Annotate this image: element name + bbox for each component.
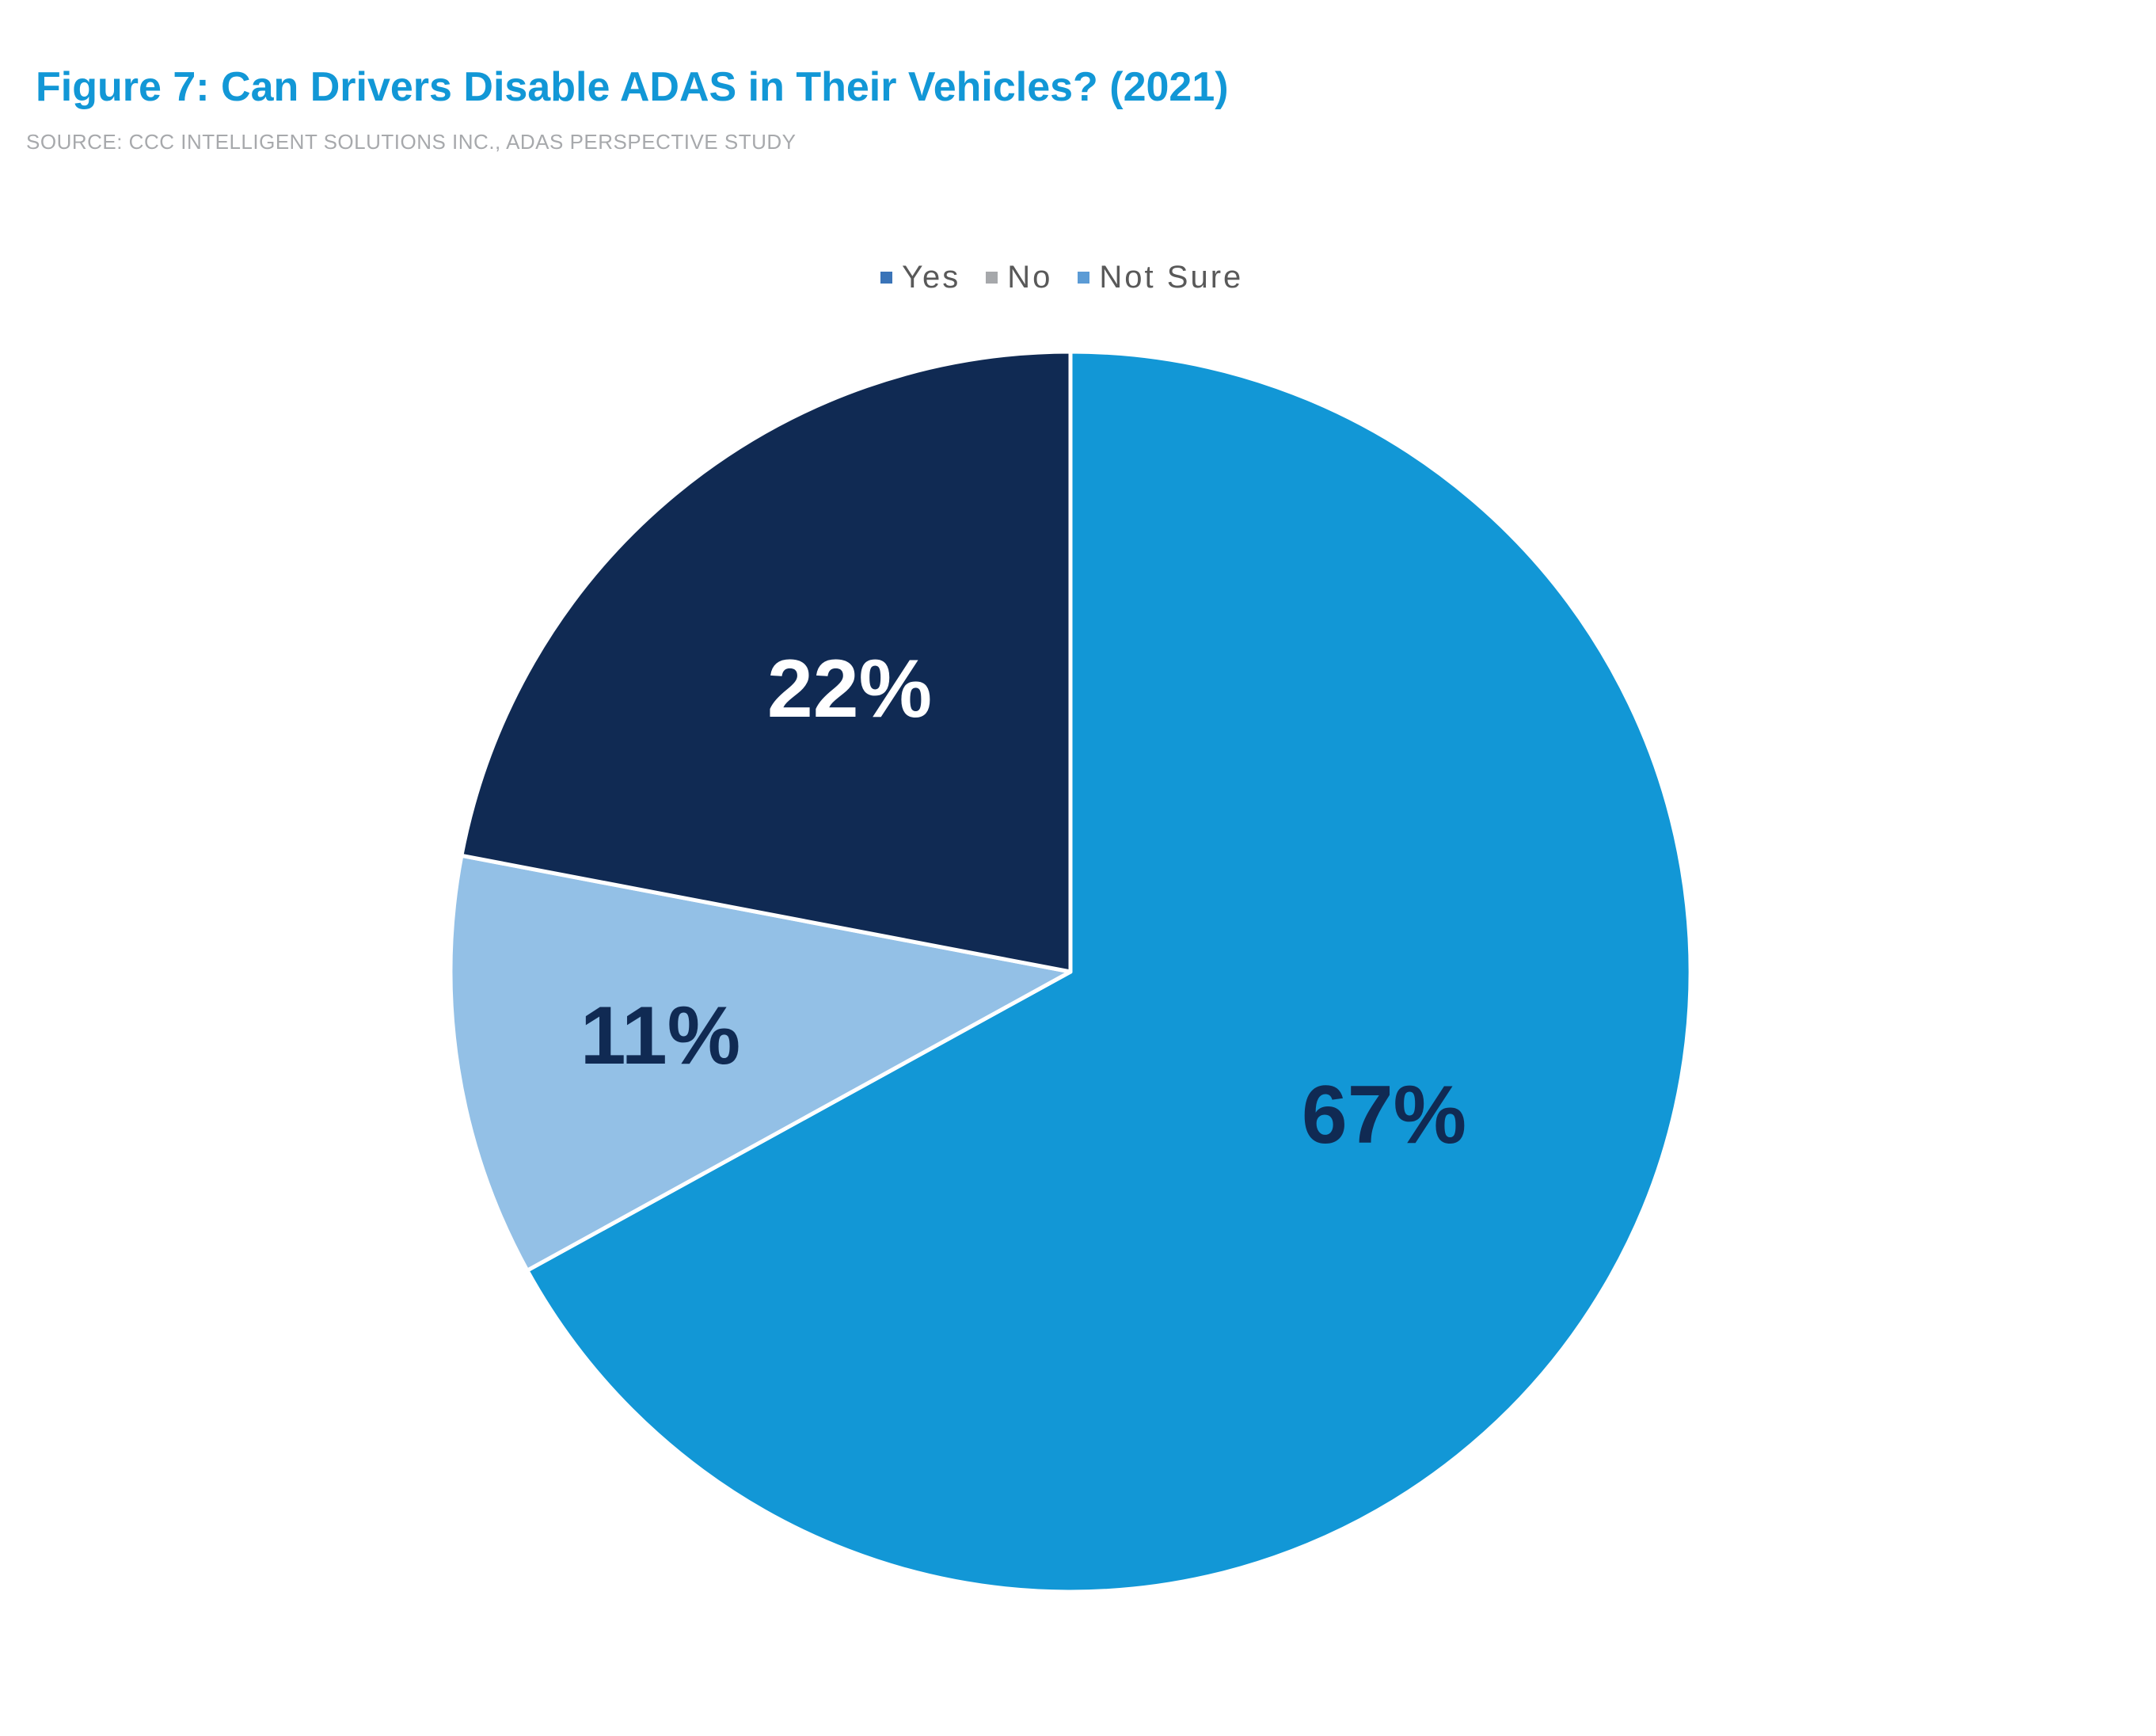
chart-title: Figure 7: Can Drivers Disable ADAS in Th… bbox=[36, 64, 1229, 110]
slice-label-no: 11% bbox=[580, 990, 740, 1082]
legend-swatch-no-icon bbox=[986, 271, 998, 284]
legend-label-no: No bbox=[1007, 259, 1053, 295]
legend-label-yes: Yes bbox=[902, 259, 961, 295]
slice-label-not-sure: 67% bbox=[1302, 1069, 1466, 1161]
slice-not-sure bbox=[525, 349, 1693, 1594]
legend-label-not-sure: Not Sure bbox=[1099, 259, 1244, 295]
slice-label-yes: 22% bbox=[767, 643, 932, 735]
legend-item-no: No bbox=[986, 260, 1052, 295]
legend-swatch-not-sure-icon bbox=[1078, 271, 1090, 284]
chart-legend: Yes No Not Sure bbox=[880, 257, 1268, 297]
slice-yes bbox=[459, 349, 1073, 974]
legend-item-not-sure: Not Sure bbox=[1078, 260, 1243, 295]
legend-swatch-yes-icon bbox=[880, 271, 892, 284]
slice-no bbox=[448, 853, 1073, 1273]
legend-item-yes: Yes bbox=[880, 260, 960, 295]
chart-source: SOURCE: CCC INTELLIGENT SOLUTIONS INC., … bbox=[26, 130, 797, 154]
